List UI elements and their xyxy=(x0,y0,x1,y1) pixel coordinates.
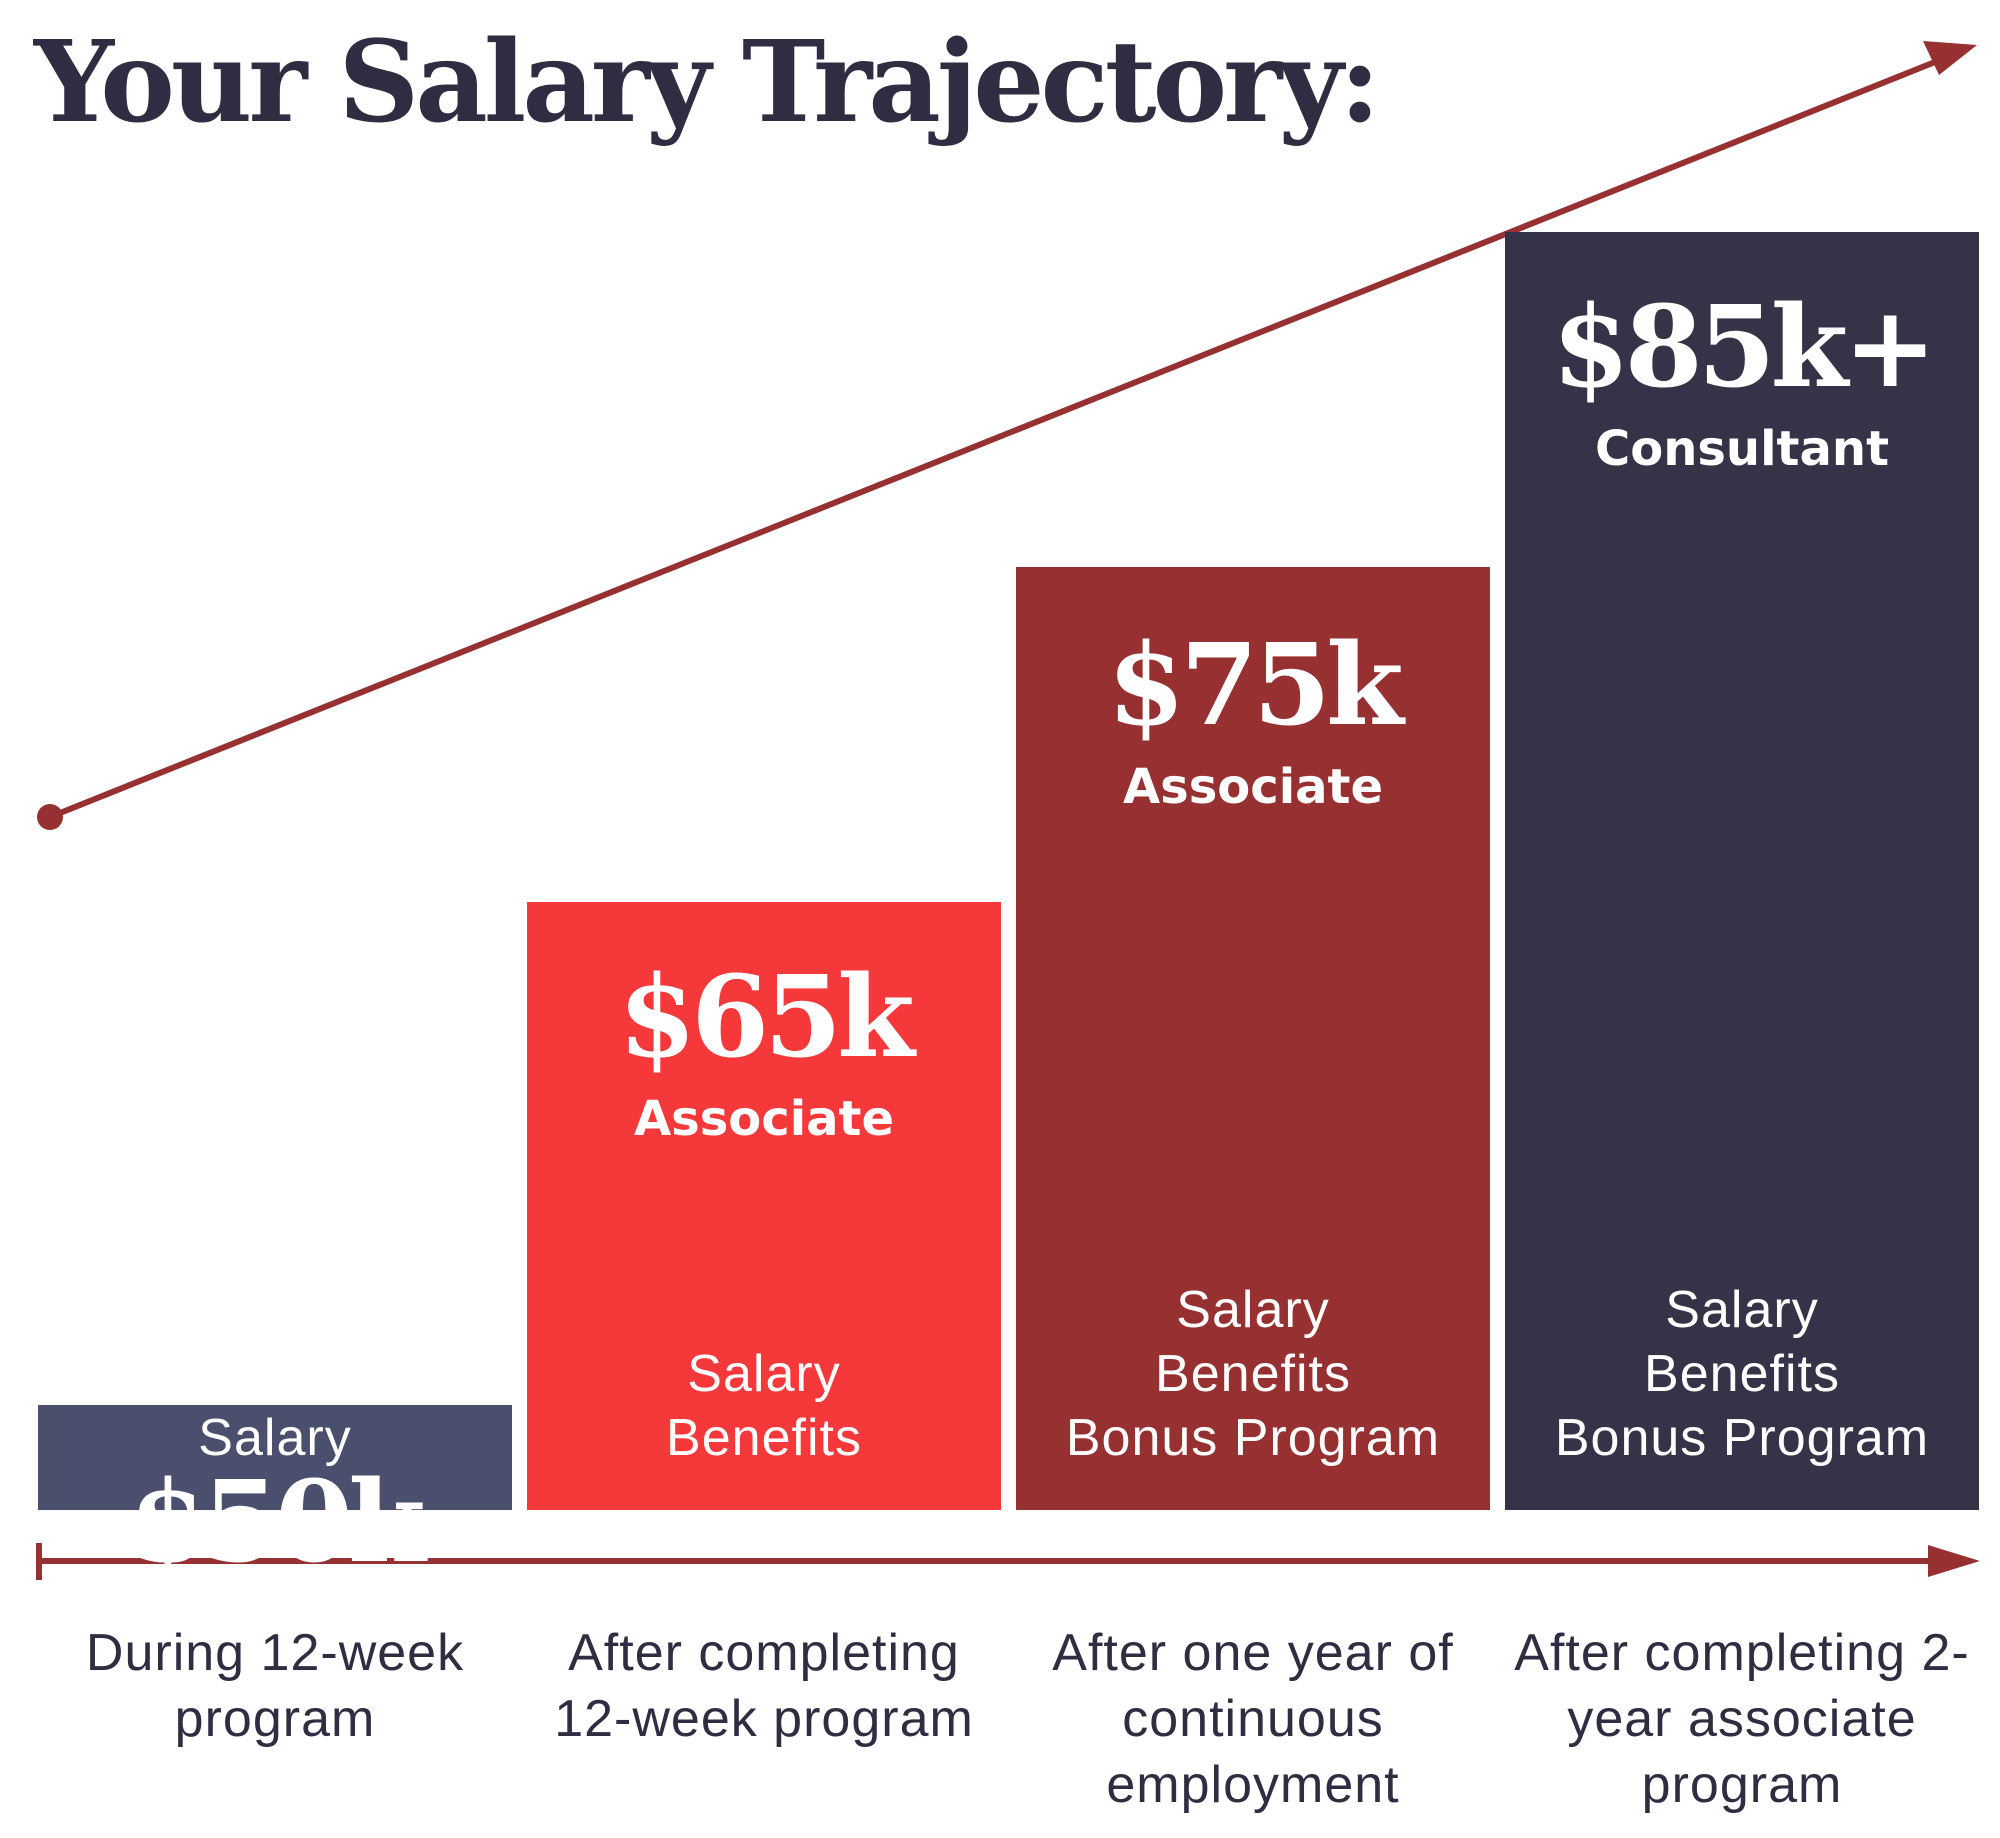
bar-perk-item: Benefits xyxy=(666,1409,862,1467)
bar-2: $65k Associate Salary Benefits xyxy=(527,902,1001,1510)
bar-caption: After completing 2-year associate progra… xyxy=(1514,1624,1970,1814)
bar-perks-list: Salary Benefits Bonus Program xyxy=(1016,1278,1490,1470)
bar-value-label: $85k+ xyxy=(1551,282,1937,413)
bar-role-label: Associate xyxy=(1122,759,1384,815)
bar-perks-list: Salary xyxy=(38,1406,512,1470)
bar-value-label: $50k xyxy=(129,1457,425,1588)
bar-role-label: Associate-in-Training xyxy=(99,1596,451,1714)
bar-perk-item: Benefits xyxy=(1155,1345,1351,1403)
timeline-arrow-head xyxy=(1928,1545,1980,1577)
bar-value-label: $75k xyxy=(1107,620,1403,751)
timeline-arrow xyxy=(36,1543,1980,1580)
bar-1: $50k Associate-in-Training Salary xyxy=(38,1405,512,1714)
bar-caption: During 12-week program xyxy=(85,1624,465,1748)
trend-arrow xyxy=(37,41,1977,830)
bar-perk-item: Salary xyxy=(198,1409,352,1467)
bar-perk-item: Bonus Program xyxy=(1554,1409,1930,1467)
bar-role-label: Associate xyxy=(633,1091,895,1147)
bar-perks-list: Salary Benefits xyxy=(527,1342,1001,1470)
bar-perk-item: Benefits xyxy=(1644,1345,1840,1403)
bar-perk-item: Salary xyxy=(687,1345,841,1403)
chart-title: Your Salary Trajectory: xyxy=(34,17,1381,148)
trend-arrow-line xyxy=(48,57,1942,820)
bar-perk-item: Bonus Program xyxy=(1065,1409,1441,1467)
bar-value-label: $65k xyxy=(618,952,914,1083)
bar-role-label: Consultant xyxy=(1594,421,1890,477)
bar-perk-item: Salary xyxy=(1665,1281,1819,1339)
trend-arrow-head xyxy=(1923,41,1977,75)
bar-caption: After completing 12-week program xyxy=(554,1624,974,1748)
bar-caption: After one year of continuous employment xyxy=(1052,1624,1454,1814)
bar-3: $75k Associate Salary Benefits Bonus Program xyxy=(1016,567,1490,1510)
bar-4: $85k+ Consultant Salary Benefits Bonus Progr… xyxy=(1505,232,1979,1510)
bar-perk-item: Salary xyxy=(1176,1281,1330,1339)
bar-perks-list: Salary Benefits Bonus Program xyxy=(1505,1278,1979,1470)
